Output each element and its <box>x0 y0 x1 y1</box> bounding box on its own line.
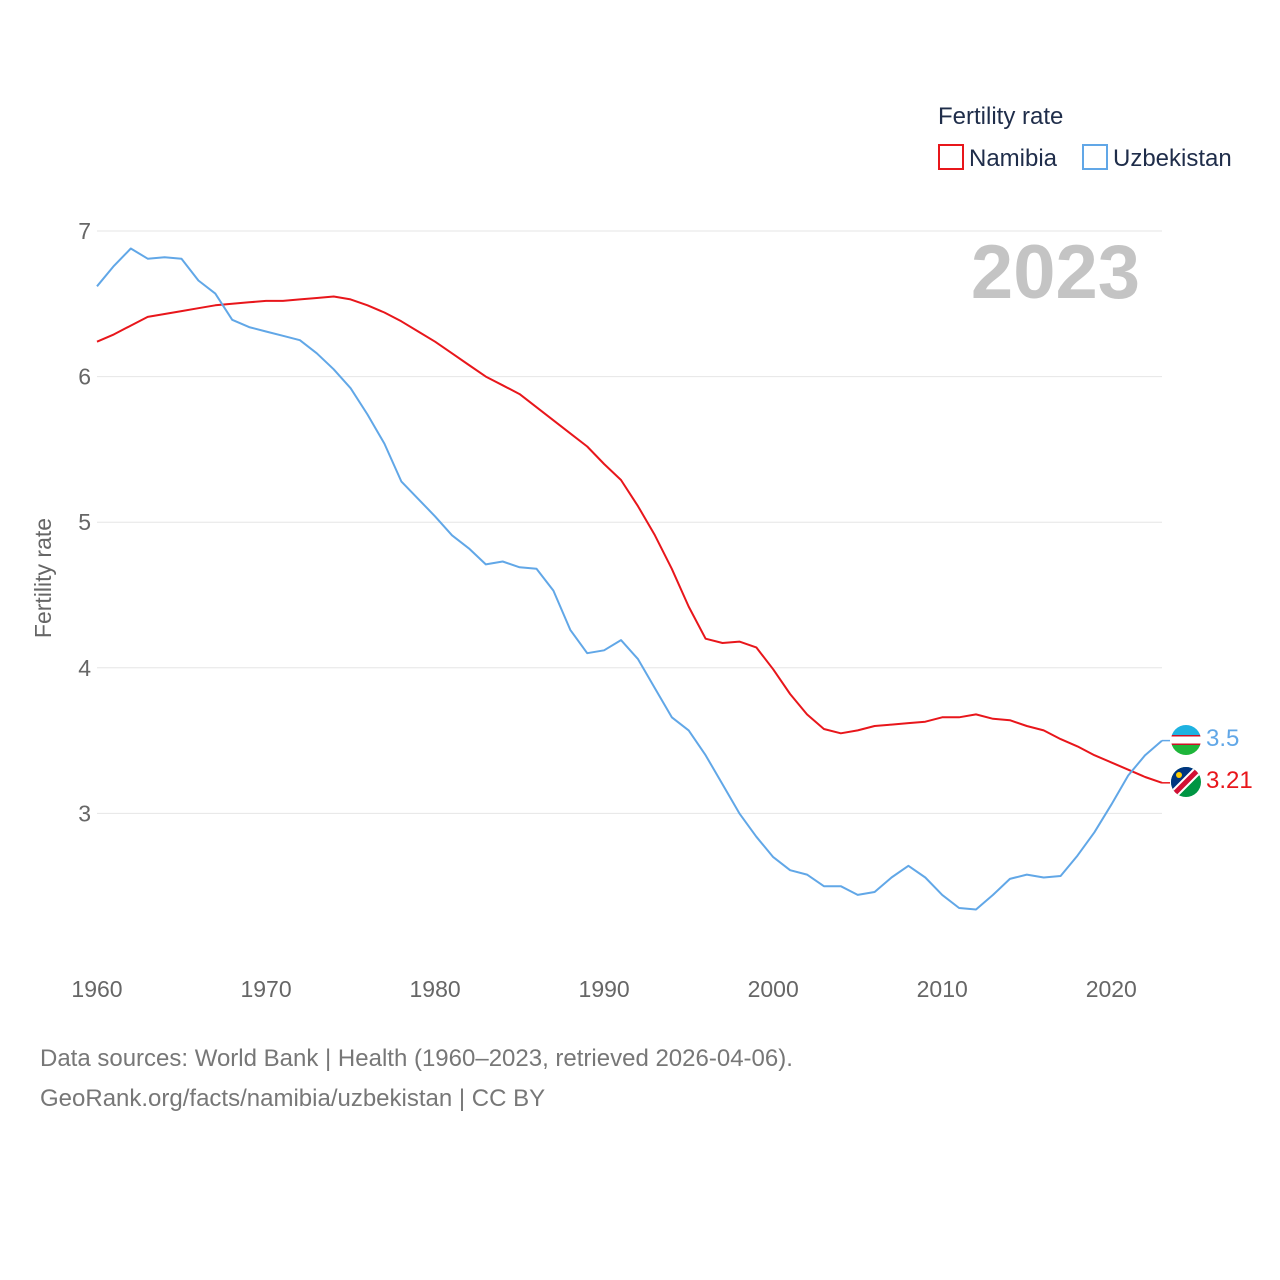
series-line-uzbekistan[interactable] <box>96 247 1163 911</box>
legend-swatch-namibia[interactable] <box>938 144 964 170</box>
x-tick-label: 1980 <box>410 976 461 1002</box>
x-tick-label: 1990 <box>579 976 630 1002</box>
legend-label-uzbekistan[interactable]: Uzbekistan <box>1113 145 1232 172</box>
footer-source-line: Data sources: World Bank | Health (1960–… <box>40 1045 793 1072</box>
x-tick-label: 2020 <box>1086 976 1137 1002</box>
legend-label-namibia[interactable]: Namibia <box>969 145 1058 172</box>
y-tick-label: 5 <box>78 509 91 535</box>
x-tick-label: 1960 <box>71 976 122 1002</box>
flag-uzbekistan-icon <box>1171 725 1201 755</box>
y-axis-label: Fertility rate <box>30 518 56 638</box>
footer-attribution-line[interactable]: GeoRank.org/facts/namibia/uzbekistan | C… <box>40 1085 546 1112</box>
flag-namibia-icon <box>1171 767 1201 797</box>
x-axis-ticks: 1960 1970 1980 1990 2000 2010 2020 <box>71 976 1136 1002</box>
y-tick-label: 6 <box>78 364 91 390</box>
end-label-uzbekistan: 3.5 <box>1206 725 1239 752</box>
x-tick-label: 2000 <box>748 976 799 1002</box>
y-tick-label: 3 <box>78 800 91 826</box>
y-axis-ticks: 3 4 5 6 7 <box>78 218 91 826</box>
legend-swatch-uzbekistan[interactable] <box>1082 144 1108 170</box>
series-lines <box>96 247 1170 911</box>
gridlines <box>97 230 1162 814</box>
highlight-year-label: 2023 <box>971 230 1140 315</box>
series-line-namibia[interactable] <box>96 295 1163 784</box>
x-tick-label: 2010 <box>917 976 968 1002</box>
legend: Fertility rate Namibia Uzbekistan <box>938 103 1232 172</box>
end-label-namibia: 3.21 <box>1206 767 1253 794</box>
x-tick-label: 1970 <box>240 976 291 1002</box>
y-tick-label: 7 <box>78 218 91 244</box>
legend-title: Fertility rate <box>938 103 1063 130</box>
y-tick-label: 4 <box>78 655 91 681</box>
